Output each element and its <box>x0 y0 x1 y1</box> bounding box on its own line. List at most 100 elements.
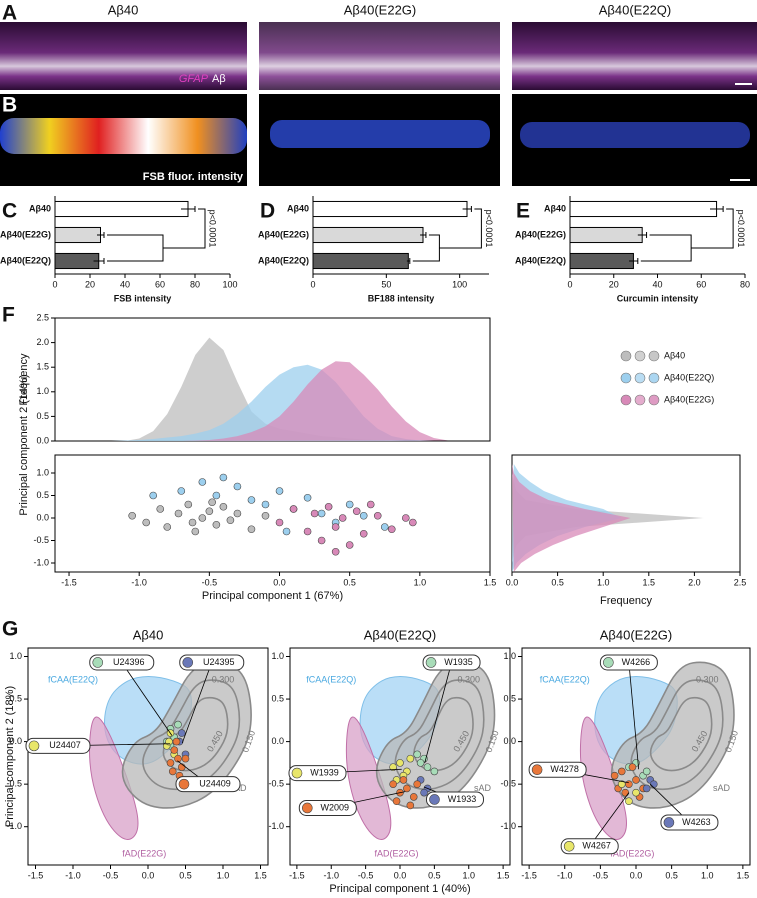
leader-line <box>181 662 213 744</box>
data-point <box>413 750 421 759</box>
callout-swatch <box>178 778 190 790</box>
data-point <box>170 746 179 754</box>
data-point <box>174 720 182 729</box>
sample-label: U24395 <box>203 657 235 667</box>
x-tick-label: 80 <box>190 279 200 289</box>
contour-line <box>630 679 724 791</box>
data-point <box>212 491 221 500</box>
y-tick-label: 1.0 <box>271 651 284 661</box>
callout-swatch <box>429 794 440 805</box>
data-point <box>177 729 186 737</box>
data-point <box>403 784 411 793</box>
callout-swatch <box>563 840 575 852</box>
data-point <box>149 491 158 500</box>
data-point <box>423 763 432 771</box>
x-tick-label: 100 <box>222 279 237 289</box>
sample-label: W4278 <box>550 764 579 774</box>
y-tick-label: -1.0 <box>500 821 516 831</box>
contour-line <box>394 679 485 791</box>
bar <box>312 200 468 218</box>
data-point <box>163 523 172 531</box>
callout-swatch <box>28 740 40 752</box>
y-tick-label: 0.0 <box>36 435 49 445</box>
data-point <box>632 788 640 797</box>
data-point <box>409 793 418 801</box>
x-axis-label: Principal component 1 (40%) <box>329 883 470 895</box>
density-area <box>111 337 448 441</box>
y-tick-label: 0.5 <box>503 693 516 703</box>
x-tick-label: -0.5 <box>103 870 119 880</box>
contour-label: 0.300 <box>212 675 235 685</box>
intensity-map <box>520 122 750 148</box>
data-point <box>345 500 354 509</box>
contour-label: sAD <box>713 783 731 793</box>
stain-label: Aβ <box>212 73 226 85</box>
data-point <box>205 507 214 516</box>
bar <box>312 226 424 244</box>
x-tick-label: 0.0 <box>142 870 155 880</box>
y-axis-label: Frequency <box>18 353 30 405</box>
data-point <box>352 507 361 516</box>
x-axis-label: BF188 intensity <box>368 293 435 303</box>
micrograph <box>0 22 247 90</box>
category-label: Aβ40(E22Q) <box>0 255 51 265</box>
data-point <box>184 500 193 509</box>
category-label: Aβ40(E22G) <box>515 229 566 239</box>
panel-letter: D <box>260 200 275 223</box>
data-point <box>142 518 151 527</box>
sample-label: U24407 <box>49 740 81 750</box>
data-point <box>275 487 284 495</box>
panel-letter: F <box>2 304 15 327</box>
x-tick-label: -1.5 <box>28 870 44 880</box>
error-bar <box>406 258 411 264</box>
callout-swatch <box>92 657 104 668</box>
callout-box <box>89 654 155 671</box>
y-tick-label: 2.5 <box>36 312 49 322</box>
plot-frame <box>54 454 491 573</box>
data-point <box>188 518 197 527</box>
x-axis-label: Frequency <box>600 595 652 607</box>
data-point <box>628 763 637 771</box>
y-tick-label: 1.0 <box>36 386 49 396</box>
sample-label: W1933 <box>448 794 477 804</box>
bar <box>54 226 101 244</box>
contour-line <box>649 696 713 772</box>
contour-label: fCAA(E22Q) <box>540 675 590 685</box>
data-point <box>621 788 630 797</box>
callout-swatch <box>291 767 303 779</box>
x-axis-label: FSB intensity <box>114 293 172 303</box>
bar <box>312 252 409 270</box>
x-tick-label: 0 <box>567 279 572 289</box>
data-point <box>406 801 415 810</box>
y-tick-label: 0.5 <box>271 693 284 703</box>
y-tick-label: -0.5 <box>33 535 49 545</box>
data-point <box>317 536 326 545</box>
data-point <box>338 514 347 522</box>
data-point <box>174 509 183 518</box>
y-tick-label: 2.0 <box>36 337 49 347</box>
contour-line <box>610 661 735 809</box>
data-point <box>172 737 181 746</box>
contour-label: fAD(E22G) <box>122 848 166 858</box>
x-tick-label: 60 <box>155 279 165 289</box>
data-point <box>226 516 235 525</box>
contour-line <box>145 506 274 528</box>
data-point <box>289 505 298 513</box>
data-point <box>625 797 633 805</box>
data-point <box>642 784 651 793</box>
callout-box <box>660 814 719 831</box>
y-tick-label: 0.5 <box>36 490 49 500</box>
x-tick-label: -0.5 <box>358 870 374 880</box>
x-tick-label: 2.0 <box>688 577 701 587</box>
category-label: Aβ40 <box>287 203 309 213</box>
leader-line <box>628 662 640 770</box>
x-axis-label: Curcumin intensity <box>617 293 699 303</box>
callout-box <box>422 654 481 671</box>
contour-label: 0.300 <box>457 675 480 685</box>
plot-area <box>345 661 496 840</box>
x-tick-label: -1.5 <box>289 870 305 880</box>
error-bar <box>710 206 724 212</box>
contour-line <box>413 696 474 772</box>
category-label: Aβ40 <box>29 203 51 213</box>
